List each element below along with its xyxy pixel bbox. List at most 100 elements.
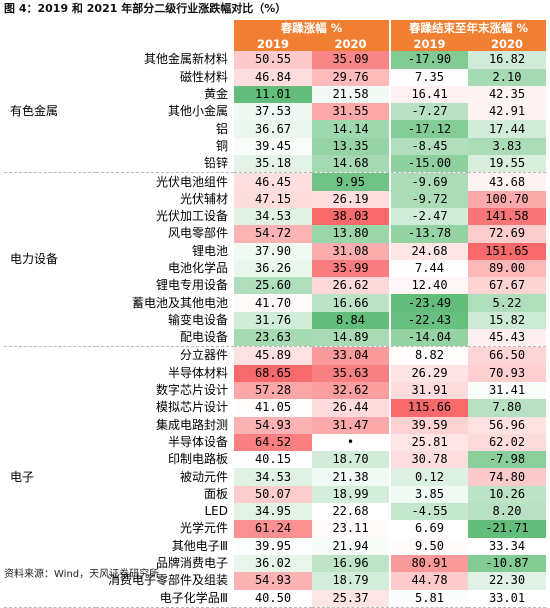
table-row: 电池化学品 36.26 35.99 7.44 89.00 [4, 259, 546, 278]
value-cell: 54.93 [234, 416, 312, 434]
table-row: 锂电池 37.90 31.08 24.68 151.65 [4, 242, 546, 260]
header-blank [4, 20, 234, 38]
value-cell: 26.29 [389, 364, 468, 382]
value-cell: 35.18 [234, 155, 312, 174]
value-cell: 80.91 [389, 554, 468, 573]
table-row: 半导体设备 64.52 • 25.81 62.02 [4, 433, 546, 452]
value-cell: 70.93 [468, 364, 546, 382]
value-cell: 10.26 [468, 485, 546, 504]
value-cell: 35.09 [312, 51, 390, 69]
sub-industry-name: 其他小金属 [167, 104, 228, 119]
table-body: 有色金属 其他金属新材料 50.55 35.09 -17.90 16.82 磁性材料 46.8… [4, 51, 546, 608]
value-cell: 62.02 [468, 433, 546, 452]
table-row: 输变电设备 31.76 8.84 -22.43 15.82 [4, 311, 546, 330]
table-row: 集成电路封测 54.93 31.47 39.59 56.96 [4, 416, 546, 434]
value-cell: 22.30 [468, 572, 546, 590]
sub-industry-name: 模拟芯片设计 [155, 400, 228, 415]
value-cell: 56.96 [468, 416, 546, 434]
value-cell: -15.00 [389, 155, 468, 174]
sub-industry-name: 磁性材料 [179, 69, 228, 84]
value-cell: 100.70 [468, 190, 546, 208]
sub-industry-name: 配电设备 [96, 329, 234, 348]
value-cell: 39.59 [389, 416, 468, 434]
sub-industry-name: 半导体材料 [167, 365, 228, 380]
value-cell: 33.01 [468, 589, 546, 608]
value-cell: 46.84 [234, 68, 312, 86]
value-cell: 21.94 [312, 537, 390, 555]
sub-industry-name: 输变电设备 [167, 312, 228, 327]
value-cell: 42.91 [468, 103, 546, 121]
value-cell: 40.50 [234, 589, 312, 608]
value-cell: 40.15 [234, 451, 312, 469]
value-cell: 41.05 [234, 399, 312, 417]
value-cell: 34.53 [234, 468, 312, 486]
value-cell: 13.35 [312, 137, 390, 156]
value-cell: 47.15 [234, 190, 312, 208]
value-cell: 26.19 [312, 190, 390, 208]
value-cell: 32.62 [312, 381, 390, 400]
table-row: 风电零部件 54.72 13.80 -13.78 72.69 [4, 225, 546, 243]
value-cell: -9.72 [389, 190, 468, 208]
sub-industry-name: 铅锌 [96, 155, 234, 174]
year-header: 2019 [234, 37, 312, 52]
value-cell: -7.98 [468, 451, 546, 469]
sub-industry-name: 印制电路板 [167, 452, 228, 467]
header-row-groups: 春躁涨幅 % 春躁结束至年末涨幅 % [4, 20, 546, 38]
table-row: 磁性材料 46.84 29.76 7.35 2.10 [4, 68, 546, 86]
value-cell: -2.47 [389, 207, 468, 226]
value-cell: 25.60 [234, 277, 312, 295]
industry-category: 有色金属 [4, 51, 96, 174]
sub-industry-name: 面板 [203, 486, 228, 501]
value-cell: 26.62 [312, 277, 390, 295]
value-cell: 18.70 [312, 451, 390, 469]
value-cell: 61.24 [234, 520, 312, 538]
value-cell: 8.20 [468, 503, 546, 521]
value-cell: 31.41 [468, 381, 546, 400]
sub-industry-name: 光伏辅材 [179, 191, 228, 206]
value-cell: 50.55 [234, 51, 312, 69]
value-cell: 54.93 [234, 572, 312, 590]
sub-industry-name: 半导体设备 [167, 434, 228, 449]
value-cell: 46.45 [234, 172, 312, 191]
value-cell: -13.78 [389, 225, 468, 243]
header-post-rally: 春躁结束至年末涨幅 % [389, 20, 546, 38]
value-cell: 37.53 [234, 103, 312, 121]
value-cell: 5.22 [468, 294, 546, 312]
value-cell: 18.99 [312, 485, 390, 504]
header-blank-years [4, 37, 234, 52]
value-cell: 21.38 [312, 468, 390, 486]
value-cell: 0.12 [389, 468, 468, 486]
value-cell: -17.12 [389, 120, 468, 138]
table-row: 蓄电池及其他电池 41.70 16.66 -23.49 5.22 [4, 294, 546, 312]
year-header: 2020 [312, 37, 390, 52]
value-cell: 31.76 [234, 311, 312, 330]
table-row: 有色金属 其他金属新材料 50.55 35.09 -17.90 16.82 [4, 51, 546, 174]
table-row: 被动元件 34.53 21.38 0.12 74.80 [4, 468, 546, 486]
value-cell: 21.58 [312, 85, 390, 104]
table-row: 模拟芯片设计 41.05 26.44 115.66 7.80 [4, 399, 546, 417]
sub-industry-name: 其他金属新材料 [143, 52, 228, 67]
sub-industry-name: 光学元件 [179, 521, 228, 536]
value-cell: 25.37 [312, 589, 390, 608]
value-cell: -22.43 [389, 311, 468, 330]
value-cell: 57.28 [234, 381, 312, 400]
value-cell: 3.83 [468, 137, 546, 156]
header-spring-rally: 春躁涨幅 % [234, 20, 390, 38]
value-cell: 9.50 [389, 537, 468, 555]
value-cell: 30.78 [389, 451, 468, 469]
value-cell: 17.44 [468, 120, 546, 138]
value-cell: 25.81 [389, 433, 468, 452]
table-row: 光伏加工设备 34.53 38.03 -2.47 141.58 [4, 207, 546, 226]
value-cell: 39.95 [234, 537, 312, 555]
value-cell: 22.68 [312, 503, 390, 521]
value-cell: 18.79 [312, 572, 390, 590]
value-cell: 7.80 [468, 399, 546, 417]
sub-industry-name: LED [204, 504, 228, 519]
table-row: 品牌消费电子 36.02 16.96 80.91 -10.87 [4, 554, 546, 573]
value-cell: 14.14 [312, 120, 390, 138]
table-row: 印制电路板 40.15 18.70 30.78 -7.98 [4, 451, 546, 469]
industry-returns-table: 春躁涨幅 % 春躁结束至年末涨幅 % 2019 2020 2019 2020 有… [4, 20, 546, 608]
value-cell: 36.26 [234, 259, 312, 278]
value-cell: 54.72 [234, 225, 312, 243]
value-cell: 36.67 [234, 120, 312, 138]
